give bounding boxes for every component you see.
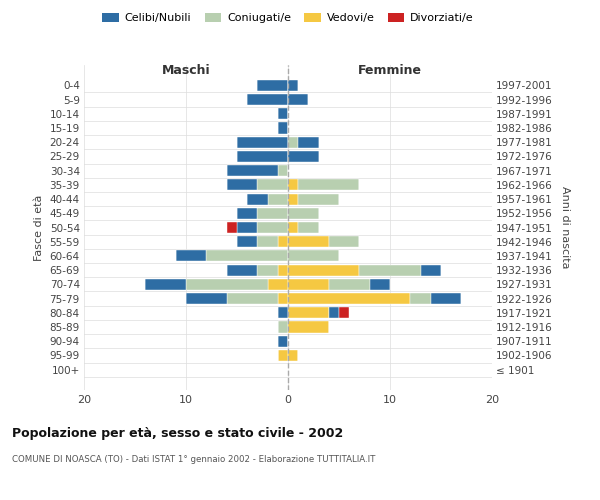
Text: Maschi: Maschi: [161, 64, 211, 77]
Bar: [278, 236, 288, 248]
Bar: [227, 264, 257, 276]
Bar: [237, 236, 257, 248]
Bar: [278, 122, 288, 134]
Bar: [288, 322, 329, 332]
Bar: [257, 208, 288, 219]
Bar: [288, 250, 339, 262]
Bar: [247, 194, 268, 204]
Bar: [298, 194, 339, 204]
Bar: [298, 180, 359, 190]
Y-axis label: Fasce di età: Fasce di età: [34, 194, 44, 260]
Bar: [288, 136, 298, 147]
Bar: [227, 165, 278, 176]
Bar: [288, 151, 319, 162]
Bar: [257, 236, 278, 248]
Bar: [278, 108, 288, 120]
Bar: [227, 180, 257, 190]
Bar: [278, 264, 288, 276]
Legend: Celibi/Nubili, Coniugati/e, Vedovi/e, Divorziati/e: Celibi/Nubili, Coniugati/e, Vedovi/e, Di…: [98, 8, 478, 28]
Bar: [247, 94, 288, 105]
Bar: [257, 180, 288, 190]
Bar: [329, 236, 359, 248]
Bar: [329, 279, 370, 290]
Bar: [278, 350, 288, 361]
Bar: [288, 236, 329, 248]
Bar: [288, 194, 298, 204]
Bar: [288, 180, 298, 190]
Bar: [227, 222, 237, 233]
Bar: [268, 194, 288, 204]
Bar: [339, 308, 349, 318]
Text: Popolazione per età, sesso e stato civile - 2002: Popolazione per età, sesso e stato civil…: [12, 428, 343, 440]
Bar: [278, 322, 288, 332]
Bar: [288, 308, 329, 318]
Bar: [288, 222, 298, 233]
Bar: [278, 336, 288, 347]
Bar: [288, 350, 298, 361]
Text: Femmine: Femmine: [358, 64, 422, 77]
Bar: [329, 308, 339, 318]
Bar: [145, 279, 186, 290]
Bar: [257, 222, 288, 233]
Bar: [370, 279, 390, 290]
Bar: [237, 222, 257, 233]
Bar: [186, 279, 268, 290]
Bar: [257, 80, 288, 91]
Bar: [237, 208, 257, 219]
Bar: [237, 136, 288, 147]
Bar: [288, 80, 298, 91]
Bar: [206, 250, 288, 262]
Bar: [288, 264, 359, 276]
Bar: [298, 222, 319, 233]
Bar: [278, 308, 288, 318]
Bar: [237, 151, 288, 162]
Bar: [227, 293, 278, 304]
Bar: [257, 264, 278, 276]
Bar: [298, 136, 319, 147]
Bar: [176, 250, 206, 262]
Bar: [278, 293, 288, 304]
Bar: [268, 279, 288, 290]
Text: COMUNE DI NOASCA (TO) - Dati ISTAT 1° gennaio 2002 - Elaborazione TUTTITALIA.IT: COMUNE DI NOASCA (TO) - Dati ISTAT 1° ge…: [12, 455, 376, 464]
Y-axis label: Anni di nascita: Anni di nascita: [560, 186, 569, 269]
Bar: [288, 293, 410, 304]
Bar: [410, 293, 431, 304]
Bar: [186, 293, 227, 304]
Bar: [431, 293, 461, 304]
Bar: [288, 208, 319, 219]
Bar: [421, 264, 441, 276]
Bar: [288, 94, 308, 105]
Bar: [288, 279, 329, 290]
Bar: [278, 165, 288, 176]
Bar: [359, 264, 421, 276]
